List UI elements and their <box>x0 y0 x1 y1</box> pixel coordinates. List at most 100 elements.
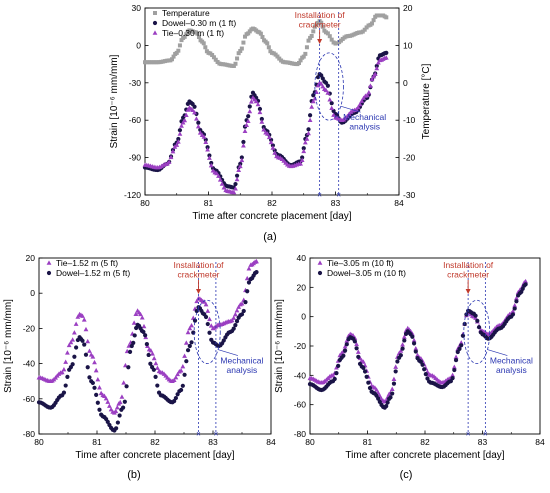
data-point <box>389 386 395 391</box>
data-point <box>476 325 482 330</box>
data-point <box>151 355 157 361</box>
x-tick-label: 80 <box>140 198 150 208</box>
data-point <box>315 75 321 80</box>
data-point <box>453 357 459 363</box>
data-point <box>329 101 334 106</box>
data-point <box>185 329 191 335</box>
data-point <box>411 341 417 346</box>
legend-label: Tie–3.05 m (10 ft) <box>327 258 394 268</box>
data-point <box>170 148 176 154</box>
mechanical-pointer <box>340 105 361 113</box>
data-point <box>176 136 181 142</box>
data-point <box>175 392 180 397</box>
installation-annotation-line: crackmeter <box>177 270 219 280</box>
data-point <box>153 374 158 379</box>
y-tick-label: -40 <box>294 370 307 380</box>
data-point <box>192 110 197 115</box>
data-point <box>183 112 189 118</box>
data-point <box>233 186 238 191</box>
data-point <box>306 38 311 43</box>
data-point <box>362 27 367 32</box>
y-tick-label: -60 <box>129 115 142 125</box>
data-point <box>231 189 237 195</box>
data-point <box>319 73 324 78</box>
data-point <box>364 374 369 379</box>
data-point <box>189 322 194 328</box>
data-point <box>323 80 329 85</box>
data-point <box>325 90 331 95</box>
x-axis-label: Time after concrete placement [day] <box>345 450 504 461</box>
data-point <box>94 392 99 397</box>
data-point <box>366 89 372 95</box>
data-point <box>236 167 242 172</box>
data-point <box>523 282 528 287</box>
y-axis-label: Strain [10⁻⁶ mm/mm] <box>109 54 120 148</box>
data-point <box>384 50 389 55</box>
data-point <box>187 343 192 349</box>
data-point <box>81 317 87 322</box>
data-point <box>306 130 311 136</box>
data-point <box>327 97 333 102</box>
data-point <box>97 385 102 390</box>
data-point <box>334 370 339 376</box>
data-point <box>133 311 139 316</box>
series-triangle <box>307 278 529 404</box>
data-point <box>239 46 244 51</box>
data-point <box>309 104 315 109</box>
data-point <box>275 54 280 59</box>
data-point <box>217 177 223 182</box>
data-point <box>192 104 197 109</box>
y2-tick-label: 20 <box>403 3 413 13</box>
data-point <box>201 41 206 46</box>
data-point <box>184 359 189 364</box>
data-point <box>300 155 305 160</box>
data-point <box>450 372 455 377</box>
data-point <box>320 83 326 89</box>
data-point <box>458 340 464 345</box>
data-point <box>236 304 242 309</box>
axis-cross-marker: × <box>196 430 201 439</box>
data-point <box>197 130 203 135</box>
data-point <box>473 313 478 318</box>
legend-label: Dowel–0.30 m (1 ft) <box>162 18 236 28</box>
y2-tick-label: -30 <box>403 190 416 200</box>
y-tick-label: -60 <box>23 394 36 404</box>
data-point <box>331 112 336 117</box>
data-point <box>261 124 266 130</box>
data-point <box>246 114 251 119</box>
x-tick-label: 84 <box>535 437 545 447</box>
panel-label: (a) <box>263 231 276 243</box>
data-point <box>304 136 310 141</box>
data-point <box>201 134 207 139</box>
data-point <box>239 301 245 306</box>
data-point <box>75 314 81 319</box>
data-point <box>203 314 209 320</box>
axis-cross-marker: × <box>317 191 322 200</box>
data-point <box>303 51 308 56</box>
data-point <box>307 117 313 122</box>
data-point <box>257 109 263 115</box>
installation-annotation-line: Installation of <box>295 10 346 20</box>
data-point <box>336 363 341 368</box>
data-point <box>233 322 238 328</box>
data-point <box>304 45 309 50</box>
data-point <box>182 372 187 377</box>
data-point <box>239 155 244 160</box>
data-point <box>243 300 248 305</box>
legend-label: Tie–0.30 m (1 ft) <box>162 28 224 38</box>
y-tick-label: 0 <box>30 288 35 298</box>
data-point <box>422 367 427 372</box>
x-tick-label: 80 <box>305 437 315 447</box>
series-triangle <box>142 55 389 195</box>
data-point <box>357 101 363 107</box>
data-point <box>179 38 184 43</box>
axis-cross-marker: × <box>466 430 471 439</box>
legend-marker <box>153 11 157 15</box>
data-point <box>241 40 246 45</box>
data-point <box>320 76 325 81</box>
data-point <box>455 349 460 355</box>
data-point <box>391 381 397 386</box>
